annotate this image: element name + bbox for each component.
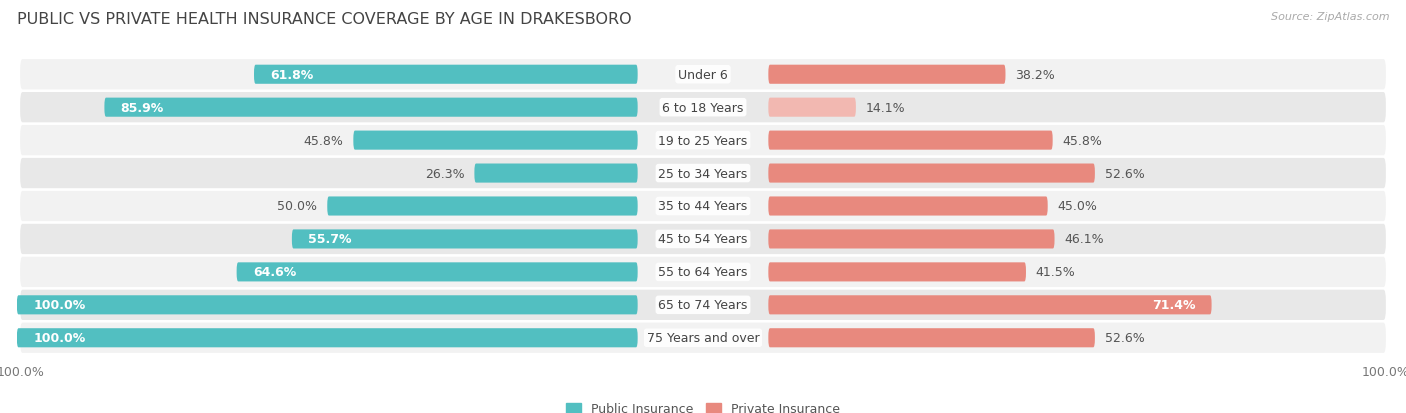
Text: 61.8%: 61.8% [270,69,314,81]
Text: 25 to 34 Years: 25 to 34 Years [658,167,748,180]
FancyBboxPatch shape [768,197,1047,216]
FancyBboxPatch shape [768,230,1054,249]
Text: 52.6%: 52.6% [1105,332,1144,344]
Text: 6 to 18 Years: 6 to 18 Years [662,102,744,114]
Text: 85.9%: 85.9% [121,102,165,114]
Text: 65 to 74 Years: 65 to 74 Years [658,299,748,311]
Text: 45.8%: 45.8% [304,134,343,147]
Text: 46.1%: 46.1% [1064,233,1104,246]
Text: 14.1%: 14.1% [866,102,905,114]
FancyBboxPatch shape [768,131,1053,150]
Text: 64.6%: 64.6% [253,266,297,279]
FancyBboxPatch shape [236,263,638,282]
Text: 45.0%: 45.0% [1057,200,1097,213]
FancyBboxPatch shape [768,66,1005,85]
FancyBboxPatch shape [768,98,856,117]
FancyBboxPatch shape [20,191,1386,222]
Text: 55.7%: 55.7% [308,233,352,246]
Text: 71.4%: 71.4% [1152,299,1195,311]
Text: 75 Years and over: 75 Years and over [647,332,759,344]
FancyBboxPatch shape [17,328,638,347]
FancyBboxPatch shape [768,164,1095,183]
FancyBboxPatch shape [328,197,638,216]
FancyBboxPatch shape [20,60,1386,90]
Text: 19 to 25 Years: 19 to 25 Years [658,134,748,147]
FancyBboxPatch shape [292,230,638,249]
FancyBboxPatch shape [20,323,1386,353]
FancyBboxPatch shape [20,159,1386,189]
Text: 100.0%: 100.0% [34,332,86,344]
Text: 55 to 64 Years: 55 to 64 Years [658,266,748,279]
FancyBboxPatch shape [768,328,1095,347]
FancyBboxPatch shape [20,93,1386,123]
Text: 26.3%: 26.3% [425,167,464,180]
FancyBboxPatch shape [254,66,638,85]
FancyBboxPatch shape [20,257,1386,287]
Text: 45 to 54 Years: 45 to 54 Years [658,233,748,246]
Text: 35 to 44 Years: 35 to 44 Years [658,200,748,213]
FancyBboxPatch shape [768,263,1026,282]
Text: 41.5%: 41.5% [1036,266,1076,279]
Text: 52.6%: 52.6% [1105,167,1144,180]
Text: 50.0%: 50.0% [277,200,318,213]
Text: 100.0%: 100.0% [34,299,86,311]
FancyBboxPatch shape [353,131,638,150]
Text: PUBLIC VS PRIVATE HEALTH INSURANCE COVERAGE BY AGE IN DRAKESBORO: PUBLIC VS PRIVATE HEALTH INSURANCE COVER… [17,12,631,27]
FancyBboxPatch shape [20,126,1386,156]
FancyBboxPatch shape [17,296,638,315]
FancyBboxPatch shape [20,290,1386,320]
Text: 38.2%: 38.2% [1015,69,1054,81]
FancyBboxPatch shape [474,164,638,183]
FancyBboxPatch shape [768,296,1212,315]
FancyBboxPatch shape [104,98,638,117]
Text: Source: ZipAtlas.com: Source: ZipAtlas.com [1271,12,1389,22]
Text: 45.8%: 45.8% [1063,134,1102,147]
Text: Under 6: Under 6 [678,69,728,81]
Legend: Public Insurance, Private Insurance: Public Insurance, Private Insurance [561,397,845,413]
FancyBboxPatch shape [20,224,1386,254]
